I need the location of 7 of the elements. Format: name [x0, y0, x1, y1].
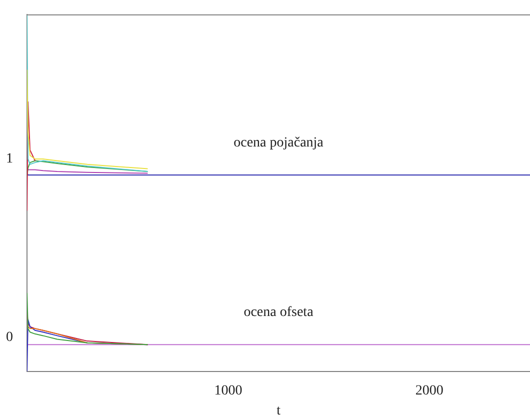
- annotation: ocena ofseta: [244, 305, 314, 320]
- x-tick-label: 1000: [214, 383, 242, 398]
- annotation: ocena pojačanja: [234, 136, 324, 151]
- x-tick-label: 2000: [415, 383, 444, 398]
- y-tick-label: 0: [6, 330, 13, 346]
- x-axis-title: t: [276, 403, 281, 418]
- y-tick-label: 1: [6, 152, 13, 167]
